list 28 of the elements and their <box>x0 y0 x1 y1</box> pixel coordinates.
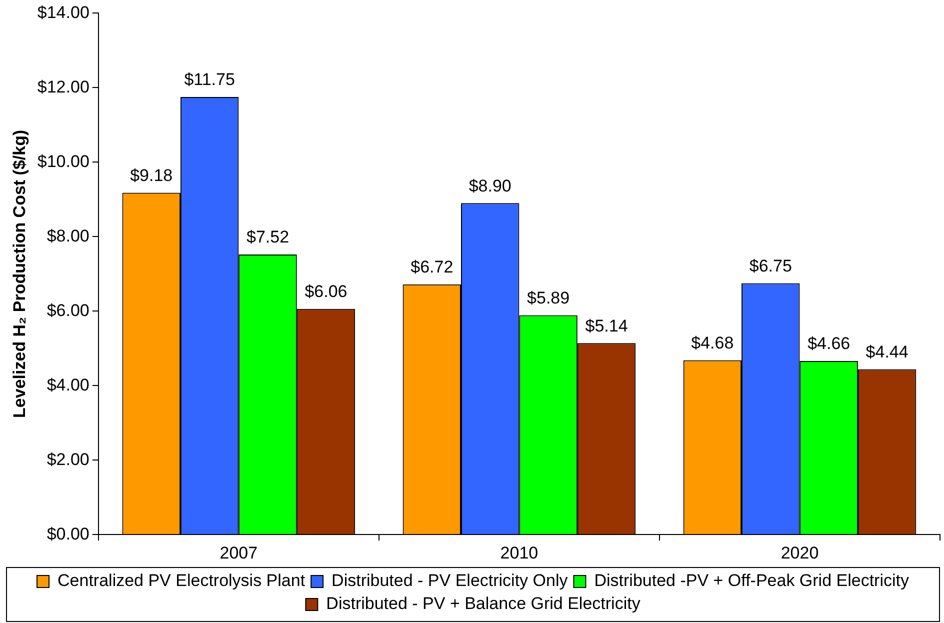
x-tick-label: 2007 <box>220 543 258 562</box>
data-label: $7.52 <box>246 228 290 247</box>
y-tick-label: $8.00 <box>46 226 90 246</box>
legend-label: Distributed - PV Electricity Only <box>332 571 568 590</box>
y-tick-label: $14.00 <box>37 2 90 22</box>
data-label: $5.89 <box>527 288 570 308</box>
data-label: $4.68 <box>691 333 734 352</box>
legend-label: Centralized PV Electrolysis Plant <box>58 571 306 590</box>
y-tick-label: $10.00 <box>37 152 90 171</box>
data-label: $4.66 <box>808 334 850 354</box>
y-tick-label: $2.00 <box>46 450 90 469</box>
x-tick-label: 2020 <box>780 543 819 562</box>
legend-label: Distributed - PV + Balance Grid Electricity <box>326 594 641 614</box>
data-label: $9.18 <box>130 166 173 185</box>
y-tick-label: $0.00 <box>46 524 90 544</box>
data-label: $6.06 <box>304 282 348 302</box>
legend-label: Distributed -PV + Off-Peak Grid Electricity <box>594 571 910 590</box>
data-label: $4.44 <box>866 342 908 362</box>
data-label: $6.72 <box>410 258 454 277</box>
y-tick-label: $12.00 <box>37 77 90 96</box>
y-axis-title: Levelized H₂ Production Cost ($/kg) <box>10 130 29 418</box>
data-label: $6.75 <box>749 256 792 276</box>
y-tick-label: $4.00 <box>46 375 90 394</box>
data-label: $8.90 <box>468 176 512 196</box>
y-tick-label: $6.00 <box>46 300 90 320</box>
data-label: $5.14 <box>585 316 628 336</box>
x-tick-label: 2010 <box>500 543 538 562</box>
data-label: $11.75 <box>184 70 235 90</box>
